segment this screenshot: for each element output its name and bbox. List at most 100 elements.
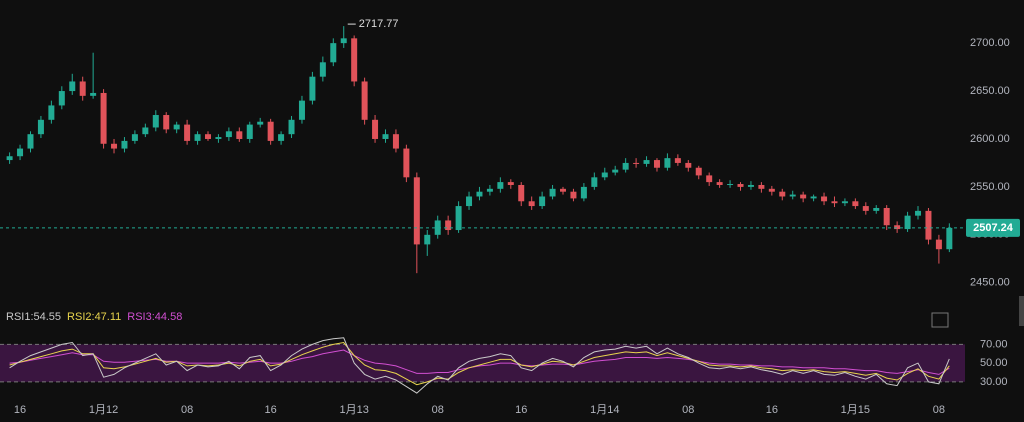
candle-body [601,172,608,178]
candle-body [225,131,232,138]
candle-body [351,38,358,82]
y-tick-label: 2600.00 [970,133,1010,145]
candle-body [6,156,13,161]
candle-body [298,100,305,120]
candle-body [382,134,389,139]
candle-body [434,220,441,235]
x-tick-label: 08 [432,404,444,416]
legend-value: 54.55 [33,311,62,323]
candle-body [674,158,681,163]
candle-body [267,121,274,141]
candle-body [622,162,629,170]
candle-body [288,119,295,135]
candle-body [476,191,483,197]
legend-name: RSI3: [127,311,155,323]
legend-item: RSI1:54.55 [6,311,61,323]
candle-body [862,206,869,211]
candle-body [361,81,368,120]
x-tick-label: 1月13 [339,404,368,416]
candle-body [215,137,222,139]
y-tick-label: 2450.00 [970,277,1010,289]
candle-body [121,140,128,149]
candle-body [664,158,671,168]
candle-body [27,134,34,149]
candle-body [330,43,337,63]
x-tick-label: 16 [515,404,527,416]
y-tick-label: 2650.00 [970,85,1010,97]
candle-body [319,62,326,77]
candle-body [915,210,922,216]
x-tick-label: 16 [766,404,778,416]
candle-body [48,105,55,120]
candle-body [100,92,107,144]
maximize-icon[interactable] [931,312,949,328]
candle-body [831,201,838,204]
last-price-tag [966,218,1020,237]
legend-item: RSI3:44.58 [127,311,182,323]
candle-body [507,182,514,185]
candle-body [184,124,191,141]
candle-body [695,167,702,176]
candle-body [841,201,848,204]
legend-value: 44.58 [154,311,183,323]
candle-body [747,184,754,187]
max-label: 2717.77 [359,18,399,30]
candle-body [737,184,744,187]
candle-body [163,115,170,130]
candle-body [789,194,796,197]
candle-body [779,191,786,197]
candle-body [69,81,76,92]
rsi-line [9,349,950,375]
y-tick-label: 30.00 [980,376,1008,388]
candle-body [518,184,525,202]
candle-body [111,143,118,149]
candle-body [591,177,598,187]
candle-body [486,188,493,192]
candle-body [539,196,546,207]
x-tick-label: 1月12 [89,404,118,416]
candle-body [560,188,567,192]
y-tick-label: 70.00 [980,338,1008,350]
rsi-line [9,337,950,394]
candle-body [58,91,65,106]
candle-body [852,201,859,207]
candle-body [633,162,640,164]
candle-body [90,92,97,96]
candle-body [497,182,504,189]
candle-body [612,169,619,173]
x-tick-label: 1月14 [590,404,619,416]
candle-body [727,184,734,186]
candle-body [194,134,201,141]
y-tick-label: 50.00 [980,357,1008,369]
x-tick-label: 08 [181,404,193,416]
candle-body [309,76,316,101]
candle-body [413,177,420,245]
candle-body [392,134,399,149]
candle-body [935,239,942,250]
x-tick-label: 16 [14,404,26,416]
rsi-band [0,344,965,382]
candle-body [79,81,86,96]
candle-body [904,215,911,230]
candle-body [570,191,577,199]
candle-body [278,134,285,141]
candle-body [946,227,953,250]
rsi-line [9,341,950,386]
candle-body [152,115,159,128]
candle-body [340,38,347,44]
candle-body [372,119,379,139]
candle-body [653,160,660,168]
candle-body [37,119,44,135]
candle-body [873,207,880,211]
y-tick-label: 2700.00 [970,37,1010,49]
x-tick-label: 16 [265,404,277,416]
candle-body [173,124,180,130]
x-tick-label: 08 [682,404,694,416]
candle-body [466,196,473,207]
legend-name: RSI1: [6,311,34,323]
candle-body [894,225,901,230]
candle-body [685,162,692,168]
candle-body [821,196,828,202]
candle-body [706,175,713,183]
